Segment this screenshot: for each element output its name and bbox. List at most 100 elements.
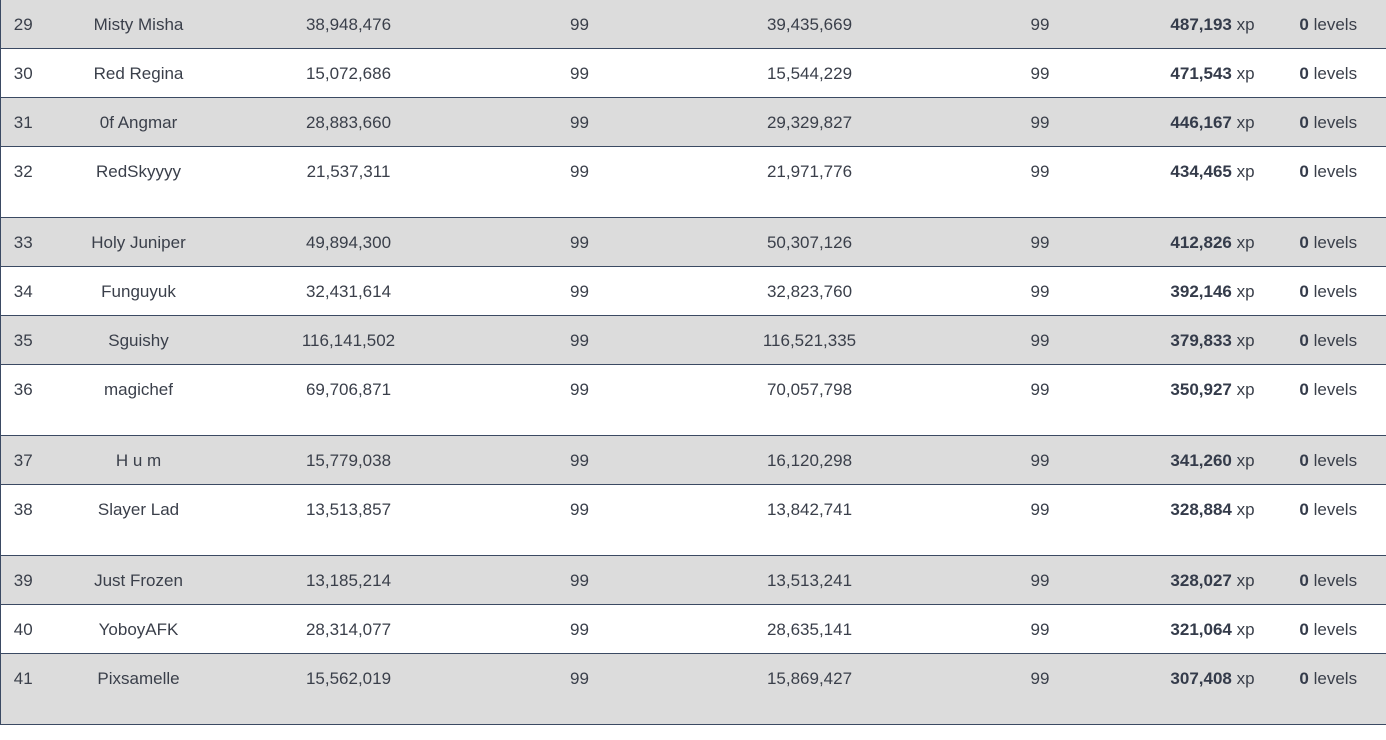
start-level-cell: 99 bbox=[465, 217, 694, 267]
start-xp-cell: 69,706,871 bbox=[231, 364, 466, 436]
xp-unit-label: xp bbox=[1236, 233, 1255, 252]
levels-gained-value: 0 bbox=[1299, 620, 1309, 639]
xp-unit-label: xp bbox=[1236, 331, 1255, 350]
levels-unit-label: levels bbox=[1313, 380, 1358, 399]
levels-unit-label: levels bbox=[1313, 233, 1358, 252]
start-xp-cell: 13,185,214 bbox=[231, 555, 466, 605]
levels-gained-cell: 0 levels bbox=[1270, 97, 1386, 147]
rank-cell: 37 bbox=[0, 435, 46, 485]
end-xp-cell: 13,513,241 bbox=[693, 555, 926, 605]
end-xp-cell: 29,329,827 bbox=[693, 97, 926, 147]
rank-cell: 36 bbox=[0, 364, 46, 436]
end-level-cell: 99 bbox=[925, 435, 1155, 485]
xp-unit-label: xp bbox=[1236, 500, 1255, 519]
rank-cell: 41 bbox=[0, 653, 46, 725]
levels-unit-label: levels bbox=[1313, 64, 1358, 83]
levels-gained-value: 0 bbox=[1299, 451, 1309, 470]
xp-unit-label: xp bbox=[1236, 571, 1255, 590]
start-xp-cell: 28,314,077 bbox=[231, 604, 466, 654]
xp-gained-cell: 307,408 xp bbox=[1154, 653, 1271, 725]
player-name: Just Frozen bbox=[45, 555, 232, 605]
xp-gained-value: 471,543 bbox=[1170, 64, 1232, 83]
levels-gained-cell: 0 levels bbox=[1270, 146, 1386, 218]
end-level-cell: 99 bbox=[925, 604, 1155, 654]
rank-cell: 30 bbox=[0, 48, 46, 98]
rank-cell: 33 bbox=[0, 217, 46, 267]
player-name: Slayer Lad bbox=[45, 484, 232, 556]
rank-cell: 39 bbox=[0, 555, 46, 605]
end-xp-cell: 116,521,335 bbox=[693, 315, 926, 365]
xp-gained-value: 321,064 bbox=[1170, 620, 1232, 639]
levels-gained-cell: 0 levels bbox=[1270, 604, 1386, 654]
start-xp-cell: 15,779,038 bbox=[231, 435, 466, 485]
levels-unit-label: levels bbox=[1313, 162, 1358, 181]
player-name: H u m bbox=[45, 435, 232, 485]
table-row: 35 Sguishy 116,141,502 99 116,521,335 99 379,8… bbox=[0, 315, 1386, 365]
start-level-cell: 99 bbox=[465, 146, 694, 218]
table-row: 39 Just Frozen 13,185,214 99 13,513,241 99 328… bbox=[0, 555, 1386, 605]
start-level-cell: 99 bbox=[465, 97, 694, 147]
xp-gained-value: 341,260 bbox=[1170, 451, 1232, 470]
levels-gained-value: 0 bbox=[1299, 380, 1309, 399]
end-level-cell: 99 bbox=[925, 146, 1155, 218]
xp-unit-label: xp bbox=[1236, 113, 1255, 132]
start-level-cell: 99 bbox=[465, 435, 694, 485]
xp-gained-value: 446,167 bbox=[1170, 113, 1232, 132]
table-row: 30 Red Regina 15,072,686 99 15,544,229 99 471,… bbox=[0, 48, 1386, 98]
levels-unit-label: levels bbox=[1313, 571, 1358, 590]
xp-gained-value: 379,833 bbox=[1170, 331, 1232, 350]
table-row: 32 RedSkyyyy 21,537,311 99 21,971,776 99 434,4… bbox=[0, 146, 1386, 218]
table-row: 36 magichef 69,706,871 99 70,057,798 99 350,92… bbox=[0, 364, 1386, 436]
end-level-cell: 99 bbox=[925, 315, 1155, 365]
xp-unit-label: xp bbox=[1236, 282, 1255, 301]
xp-unit-label: xp bbox=[1236, 162, 1255, 181]
levels-unit-label: levels bbox=[1313, 669, 1358, 688]
start-xp-cell: 13,513,857 bbox=[231, 484, 466, 556]
table-row: 29 Misty Misha 38,948,476 99 39,435,669 99 487… bbox=[0, 0, 1386, 49]
rank-cell: 38 bbox=[0, 484, 46, 556]
xp-unit-label: xp bbox=[1236, 15, 1255, 34]
levels-unit-label: levels bbox=[1313, 451, 1358, 470]
player-name: Misty Misha bbox=[45, 0, 232, 49]
xp-gained-cell: 392,146 xp bbox=[1154, 266, 1271, 316]
levels-unit-label: levels bbox=[1313, 15, 1358, 34]
table-row: 31 0f Angmar 28,883,660 99 29,329,827 99 446,1… bbox=[0, 97, 1386, 147]
player-name: Pixsamelle bbox=[45, 653, 232, 725]
xp-gained-value: 307,408 bbox=[1170, 669, 1232, 688]
player-name: YoboyAFK bbox=[45, 604, 232, 654]
player-name: RedSkyyyy bbox=[45, 146, 232, 218]
player-name: Red Regina bbox=[45, 48, 232, 98]
end-level-cell: 99 bbox=[925, 97, 1155, 147]
xp-gained-cell: 446,167 xp bbox=[1154, 97, 1271, 147]
levels-gained-value: 0 bbox=[1299, 500, 1309, 519]
table-row: 40 YoboyAFK 28,314,077 99 28,635,141 99 321,06… bbox=[0, 604, 1386, 654]
xp-gained-cell: 434,465 xp bbox=[1154, 146, 1271, 218]
start-xp-cell: 49,894,300 bbox=[231, 217, 466, 267]
xp-unit-label: xp bbox=[1236, 620, 1255, 639]
xp-gained-value: 434,465 bbox=[1170, 162, 1232, 181]
end-xp-cell: 39,435,669 bbox=[693, 0, 926, 49]
end-xp-cell: 15,544,229 bbox=[693, 48, 926, 98]
rank-cell: 29 bbox=[0, 0, 46, 49]
levels-gained-value: 0 bbox=[1299, 669, 1309, 688]
end-xp-cell: 32,823,760 bbox=[693, 266, 926, 316]
levels-gained-value: 0 bbox=[1299, 233, 1309, 252]
rank-cell: 31 bbox=[0, 97, 46, 147]
player-name: Holy Juniper bbox=[45, 217, 232, 267]
xp-gained-cell: 471,543 xp bbox=[1154, 48, 1271, 98]
xp-gained-value: 412,826 bbox=[1170, 233, 1232, 252]
start-xp-cell: 38,948,476 bbox=[231, 0, 466, 49]
xp-gained-value: 392,146 bbox=[1170, 282, 1232, 301]
leaderboard-table: 29 Misty Misha 38,948,476 99 39,435,669 99 487… bbox=[0, 0, 1386, 725]
levels-gained-value: 0 bbox=[1299, 15, 1309, 34]
start-level-cell: 99 bbox=[465, 48, 694, 98]
xp-gained-cell: 487,193 xp bbox=[1154, 0, 1271, 49]
end-xp-cell: 28,635,141 bbox=[693, 604, 926, 654]
player-name: magichef bbox=[45, 364, 232, 436]
levels-gained-cell: 0 levels bbox=[1270, 484, 1386, 556]
xp-unit-label: xp bbox=[1236, 669, 1255, 688]
start-xp-cell: 15,072,686 bbox=[231, 48, 466, 98]
end-level-cell: 99 bbox=[925, 653, 1155, 725]
end-xp-cell: 70,057,798 bbox=[693, 364, 926, 436]
start-xp-cell: 15,562,019 bbox=[231, 653, 466, 725]
